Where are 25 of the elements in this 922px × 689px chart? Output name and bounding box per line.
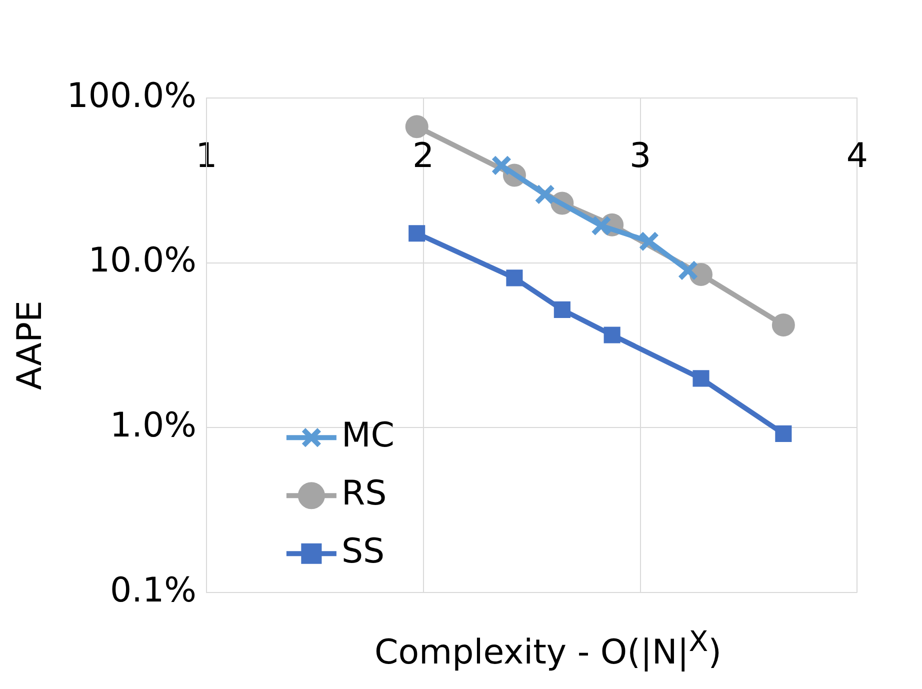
point <box>554 301 570 318</box>
x-tick-label: 2 <box>412 136 434 176</box>
y-axis-title: AAPE <box>10 300 50 390</box>
point <box>775 425 792 442</box>
point <box>638 231 660 252</box>
point <box>491 155 512 176</box>
point <box>405 115 428 138</box>
y-tick-label: 100.0% <box>66 76 196 116</box>
x-tick-label: 4 <box>846 136 868 176</box>
point <box>590 215 612 236</box>
x-axis-title: Complexity - O(|N|$^{X}$) <box>374 625 722 672</box>
point <box>692 370 710 387</box>
point <box>772 313 795 336</box>
point <box>604 326 620 344</box>
y-tick-label: 0.1% <box>110 570 196 610</box>
point <box>678 260 698 281</box>
point <box>506 270 523 286</box>
y-tick-label: 10.0% <box>88 240 196 281</box>
legend-label: SS <box>341 531 385 572</box>
x-tick-label: 3 <box>629 136 652 176</box>
legend-label: RS <box>341 473 387 514</box>
point <box>408 225 426 242</box>
point <box>534 184 556 205</box>
y-tick-label: 1.0% <box>110 406 196 446</box>
legend-label: MC <box>341 415 395 456</box>
